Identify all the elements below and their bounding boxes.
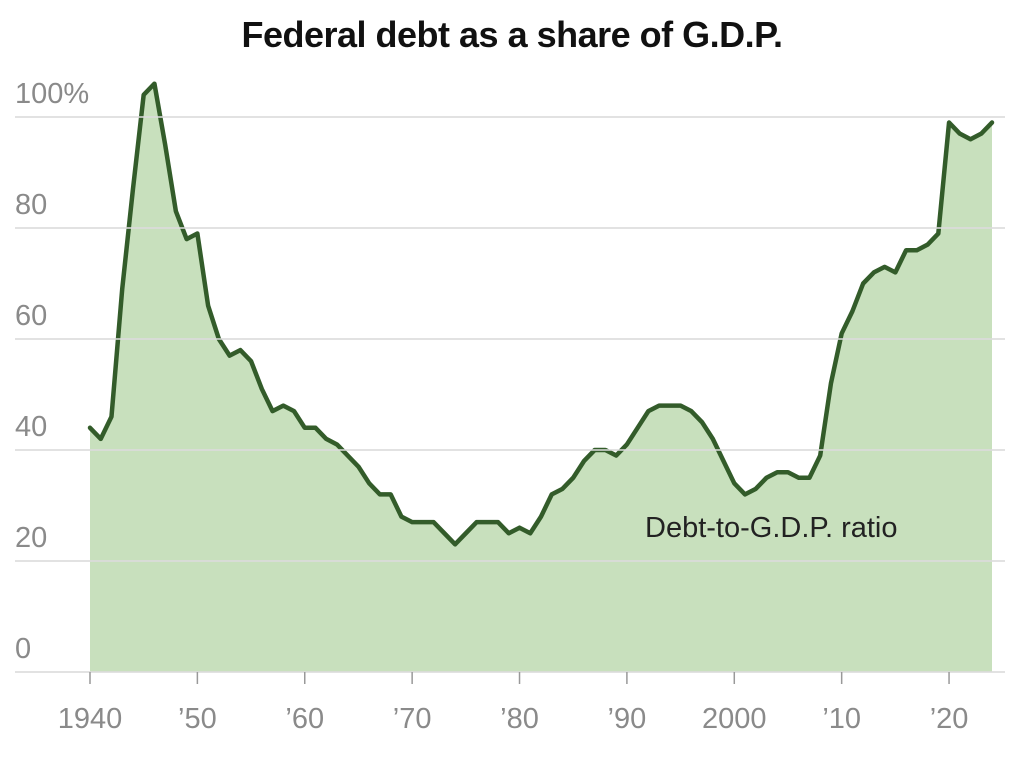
debt-series-line [87, 81, 995, 547]
series-annotation: Debt-to-G.D.P. ratio [645, 512, 898, 544]
y-tick-label: 100% [15, 78, 89, 110]
debt-area-fill [90, 83, 992, 672]
y-tick-label: 60 [15, 300, 47, 332]
x-tick-label: ’50 [178, 703, 217, 735]
y-axis-ticks: 100% 80 60 40 20 0 [15, 78, 89, 665]
chart-title: Federal debt as a share of G.D.P. [241, 14, 783, 55]
x-tick-label: ’60 [285, 703, 324, 735]
x-tick-label: ’20 [930, 703, 969, 735]
x-tick-label: 1940 [58, 703, 123, 735]
gridlines [15, 116, 1005, 673]
x-axis-ticks: 1940 ’50 ’60 ’70 ’80 ’90 2000 ’10 ’20 [58, 672, 969, 735]
x-tick-label: ’70 [393, 703, 432, 735]
y-tick-label: 0 [15, 633, 31, 665]
x-tick-label: ’10 [822, 703, 861, 735]
area-layer [15, 81, 1005, 673]
y-tick-label: 40 [15, 411, 47, 443]
x-tick-label: ’90 [608, 703, 647, 735]
y-tick-label: 20 [15, 522, 47, 554]
y-tick-label: 80 [15, 189, 47, 221]
x-tick-label: ’80 [500, 703, 539, 735]
x-tick-label: 2000 [702, 703, 767, 735]
